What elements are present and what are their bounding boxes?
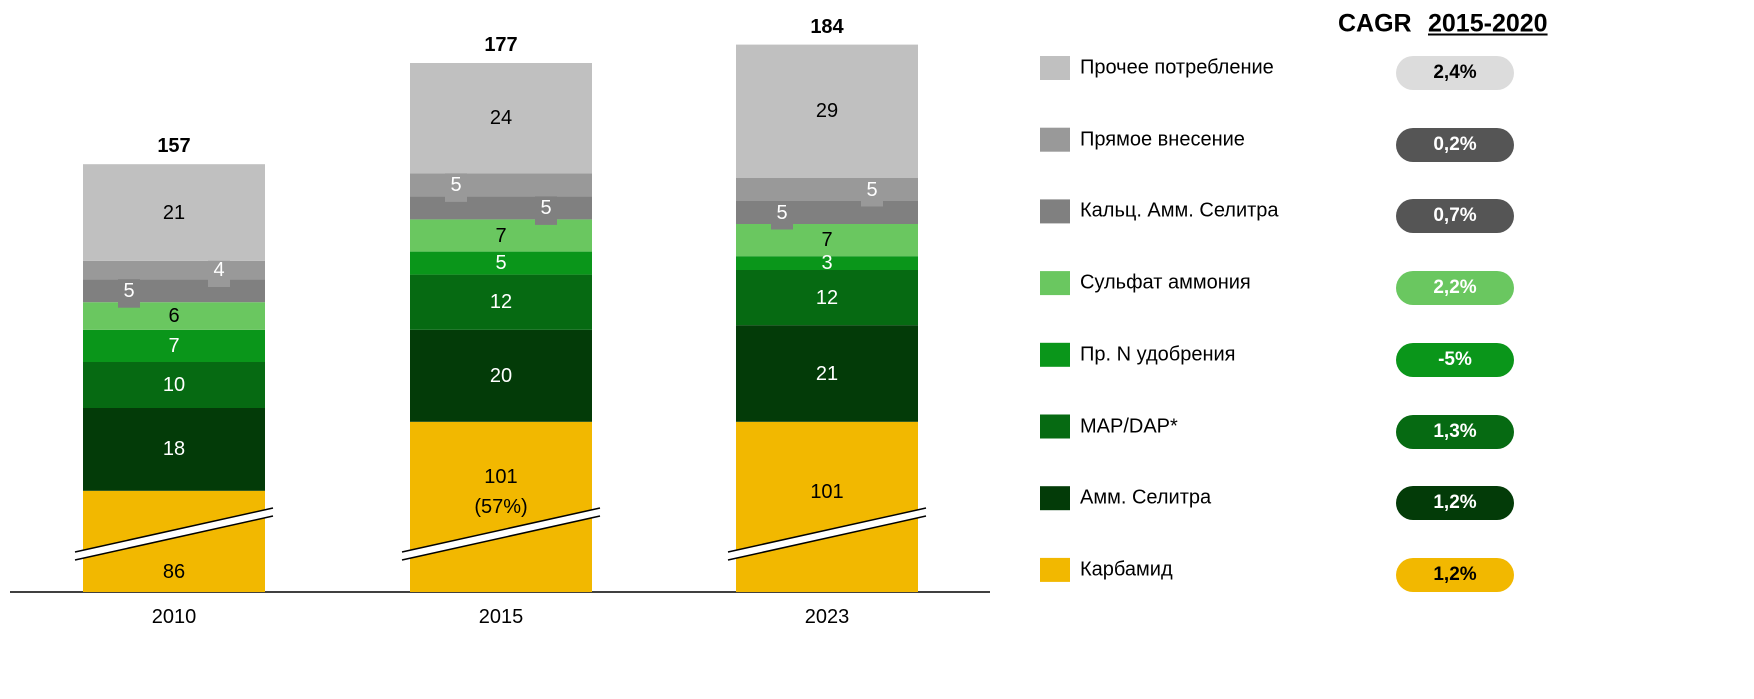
label-box <box>208 253 230 287</box>
value-label: 5 <box>450 173 462 196</box>
legend-swatch <box>1040 56 1070 80</box>
label-box <box>535 190 557 225</box>
legend-label: Амм. Селитра <box>1080 486 1212 509</box>
axis-break-line <box>401 515 601 561</box>
legend-label: Кальц. Амм. Селитра <box>1080 199 1279 222</box>
label-box <box>445 167 467 202</box>
value-label: 10 <box>162 374 186 396</box>
legend-label: Прочее потребление <box>1080 56 1274 79</box>
label-box <box>771 195 793 230</box>
cagr-value: 2,4% <box>1396 56 1514 90</box>
cagr-title: CAGR <box>1338 9 1412 38</box>
bar-segment <box>83 408 265 491</box>
legend-swatch <box>1040 342 1070 367</box>
bar-segment <box>736 325 918 422</box>
value-label: 18 <box>162 438 186 461</box>
value-label: 21 <box>162 201 186 224</box>
axis-break <box>728 508 926 560</box>
cagr-value: 1,3% <box>1396 414 1514 449</box>
bar-segment <box>83 279 265 303</box>
bar-segment <box>410 196 592 220</box>
cagr-value: 0,7% <box>1396 199 1514 234</box>
bar-segment <box>410 274 592 330</box>
bar-segment <box>736 270 918 326</box>
value-label: 86 <box>162 561 186 583</box>
legend-label: Пр. N удобрения <box>1080 343 1236 366</box>
cagr-period: 2015-2020 <box>1428 9 1548 38</box>
axis-break-line <box>401 507 601 553</box>
bar-segment <box>83 329 265 362</box>
x-tick-label: 2010 <box>151 606 197 628</box>
bar-segment <box>736 421 918 592</box>
bar-segment <box>736 256 918 270</box>
legend-swatch <box>1040 486 1070 511</box>
value-label: 7 <box>821 229 833 252</box>
axis-break-line <box>74 507 274 553</box>
value-label: 12 <box>815 286 839 309</box>
label-box <box>861 172 883 207</box>
value-label: 20 <box>489 364 513 387</box>
legend-swatch <box>1040 199 1070 224</box>
cagr-value: 2,2% <box>1396 271 1514 306</box>
x-tick-label: 2023 <box>804 606 850 628</box>
bar-segment <box>83 164 265 261</box>
legend-label: Прямое внесение <box>1080 128 1245 151</box>
axis-break <box>402 508 600 560</box>
total-label: 157 <box>157 135 191 158</box>
cagr-value: 0,2% <box>1396 127 1514 162</box>
axis-break-line <box>74 515 274 561</box>
bar-segment <box>736 224 918 257</box>
cagr-value: 1,2% <box>1396 557 1514 592</box>
value-label: 5 <box>540 196 552 219</box>
value-label: 101 <box>810 480 844 503</box>
bar-segment <box>410 421 592 592</box>
bar-segment <box>410 63 592 174</box>
bar-segment <box>410 219 592 252</box>
value-label: 5 <box>866 178 878 201</box>
legend-label: MAP/DAP* <box>1080 415 1178 437</box>
bar-segment <box>83 302 265 330</box>
value-label: 101 (57%) <box>474 465 528 518</box>
value-label: 5 <box>776 201 788 224</box>
value-label: 7 <box>168 334 180 357</box>
total-label: 184 <box>810 15 844 38</box>
legend-swatch <box>1040 557 1070 582</box>
x-tick-label: 2015 <box>478 606 524 628</box>
total-label: 177 <box>484 34 518 56</box>
axis-break-line <box>727 507 927 553</box>
cagr-value: 1,2% <box>1396 486 1514 521</box>
value-label: 21 <box>815 362 839 385</box>
legend-swatch <box>1040 414 1070 439</box>
value-label: 5 <box>495 252 507 275</box>
value-label: 4 <box>213 259 225 281</box>
value-label: 6 <box>168 305 180 327</box>
bar-segment <box>736 44 918 178</box>
bar-segment <box>83 490 265 592</box>
bar-segment <box>410 173 592 197</box>
label-box <box>118 273 140 308</box>
value-label: 12 <box>489 291 513 314</box>
legend-swatch <box>1040 127 1070 152</box>
cagr-value: -5% <box>1396 342 1514 377</box>
value-label: 29 <box>815 100 839 123</box>
bar-segment <box>736 178 918 201</box>
legend-label: Карбамид <box>1080 558 1173 581</box>
axis-break <box>75 508 273 560</box>
legend-swatch <box>1040 271 1070 296</box>
value-label: 5 <box>123 279 135 302</box>
bar-segment <box>736 201 918 224</box>
bar-segment <box>83 362 265 408</box>
value-label: 7 <box>495 224 507 247</box>
bar-segment <box>410 329 592 422</box>
value-label: 24 <box>489 107 513 130</box>
bar-segment <box>83 260 265 280</box>
bar-segment <box>410 251 592 275</box>
axis-break-line <box>727 515 927 561</box>
value-label: 3 <box>821 252 833 275</box>
legend-label: Сульфат аммония <box>1080 271 1251 294</box>
